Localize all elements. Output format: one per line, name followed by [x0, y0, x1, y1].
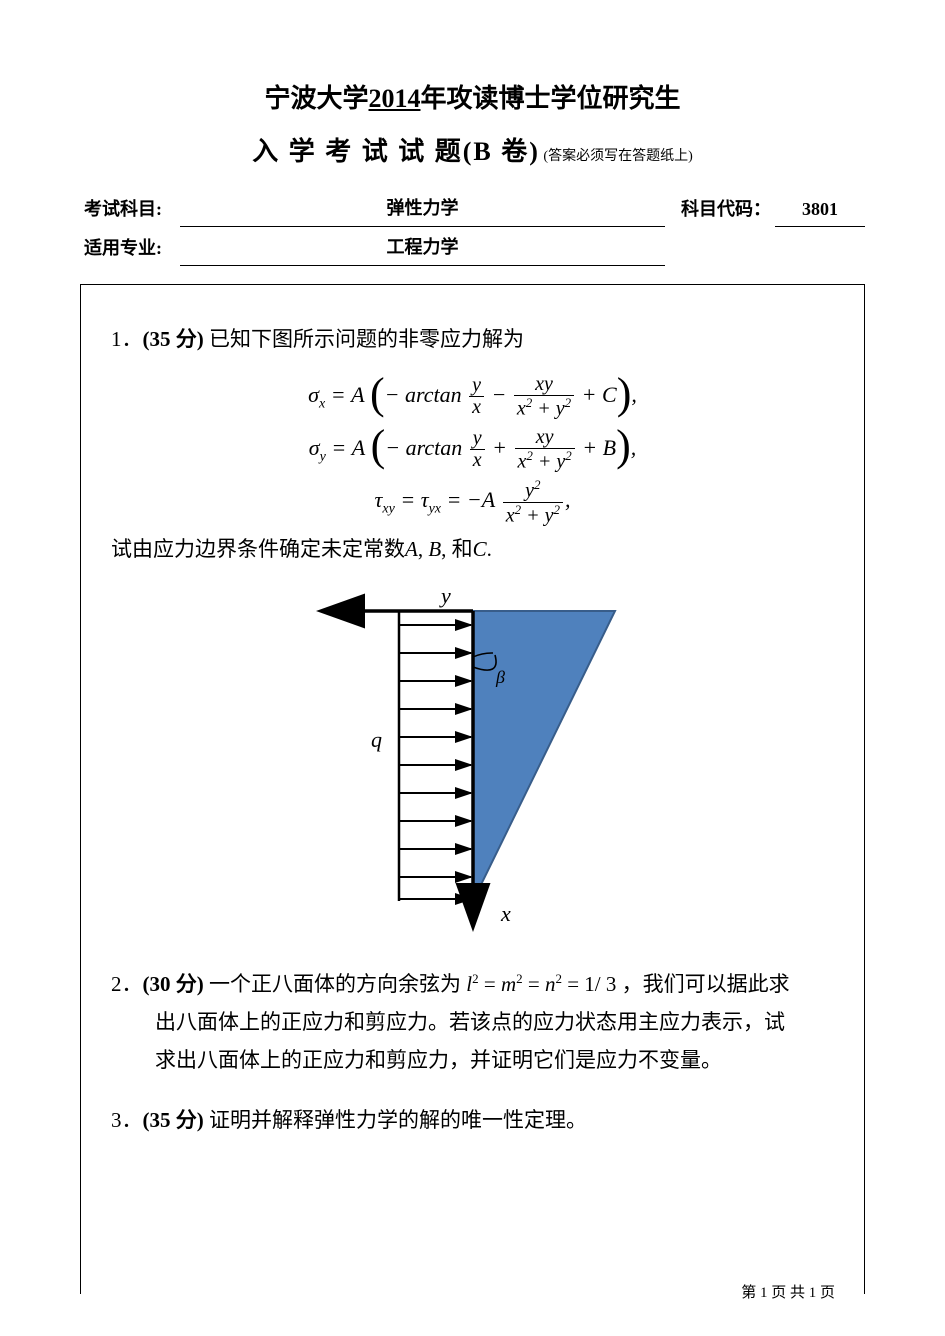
eq-tau: τxy = τyx = −A y2x2 + y2, [111, 474, 834, 527]
exam-page: 宁波大学2014年攻读博士学位研究生 入 学 考 试 试 题(B 卷) (答案必… [0, 0, 945, 1294]
title-line-1: 宁波大学2014年攻读博士学位研究生 [80, 78, 865, 115]
title-note: (答案必须写在答题纸上) [540, 149, 693, 164]
content-box: 1．(35 分) 已知下图所示问题的非零应力解为 σx = A (− arcta… [80, 284, 865, 1294]
university-prefix: 宁波大学 [264, 84, 368, 113]
wedge-triangle [473, 611, 615, 901]
page-footer: 第 1 页 共 1 页 [741, 1281, 835, 1302]
wedge-diagram: β y x [283, 577, 663, 937]
q-label: q [371, 727, 382, 752]
question-1: 1．(35 分) 已知下图所示问题的非零应力解为 [111, 321, 834, 359]
major-value: 工程力学 [180, 227, 665, 266]
title-line-2: 入 学 考 试 试 题(B 卷) (答案必须写在答题纸上) [80, 131, 865, 168]
diagram: β y x [111, 577, 834, 942]
empty-cell [665, 227, 775, 266]
beta-label: β [495, 667, 505, 687]
code-label: 科目代码： [665, 188, 775, 227]
code-value: 3801 [775, 188, 865, 227]
q2-l1: 2．(30 分) 一个正八面体的方向余弦为 l2 = m2 = n2 = 1/ … [111, 972, 790, 996]
info-table: 考试科目: 弹性力学 科目代码： 3801 适用专业: 工程力学 [80, 188, 865, 266]
equation-block: σx = A (− arctan yx − xyx2 + y2 + C), σy… [111, 369, 834, 527]
title-main: 入 学 考 试 试 题(B 卷) [252, 137, 540, 166]
university-suffix: 年攻读博士学位研究生 [421, 84, 681, 113]
table-row: 考试科目: 弹性力学 科目代码： 3801 [80, 188, 865, 227]
q1-followup: 试由应力边界条件确定未定常数A, B, 和C. [111, 533, 834, 563]
y-axis-label: y [439, 583, 451, 608]
x-axis-label: x [500, 901, 511, 926]
major-label: 适用专业: [80, 227, 180, 266]
question-3: 3．(35 分) 证明并解释弹性力学的解的唯一性定理。 [111, 1102, 834, 1140]
q2-l3: 求出八面体上的正应力和剪应力，并证明它们是应力不变量。 [111, 1048, 722, 1072]
table-row: 适用专业: 工程力学 [80, 227, 865, 266]
eq-sigma-x: σx = A (− arctan yx − xyx2 + y2 + C), [111, 369, 834, 422]
subject-value: 弹性力学 [180, 188, 665, 227]
eq-sigma-y: σy = A (− arctan yx + xyx2 + y2 + B), [111, 422, 834, 475]
subject-label: 考试科目: [80, 188, 180, 227]
empty-cell [775, 227, 865, 266]
q3-text: 3．(35 分) 证明并解释弹性力学的解的唯一性定理。 [111, 1108, 587, 1132]
q1-text: 1．(35 分) 已知下图所示问题的非零应力解为 [111, 327, 524, 351]
question-2: 2．(30 分) 一个正八面体的方向余弦为 l2 = m2 = n2 = 1/ … [111, 966, 834, 1079]
year: 2014 [369, 84, 421, 113]
q2-l2: 出八面体上的正应力和剪应力。若该点的应力状态用主应力表示，试 [111, 1010, 785, 1034]
